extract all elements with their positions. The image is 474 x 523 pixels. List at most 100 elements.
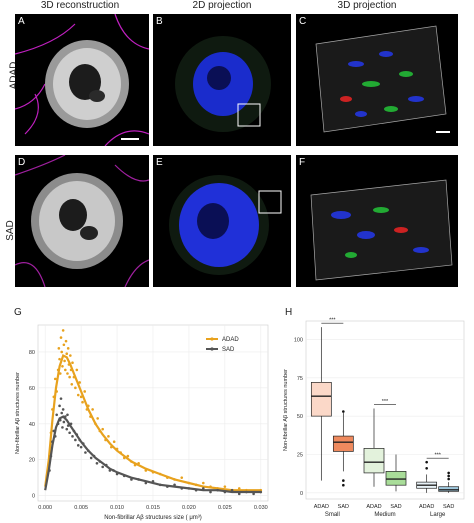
data-point-adad [66,372,69,375]
panel-c-image [315,25,450,133]
data-point-adad [65,352,69,356]
y-tick-label: 50 [297,414,303,420]
data-point-sad [89,456,93,460]
data-point-adad [66,347,70,350]
panel-c-3d-projection-adad: C [296,14,458,146]
y-tick-label: 25 [297,453,303,459]
legend-label-adad: ADAD [222,337,239,343]
panel-label-b: B [156,16,163,27]
data-point-adad [53,377,57,381]
outlier-point [425,467,428,470]
box-label: SAD [443,504,454,510]
box-label: SAD [338,504,349,510]
box-small-adad [310,382,332,417]
panel-f-image [310,179,453,281]
row-label-sad: SAD [4,220,16,241]
y-tick-label: 60 [29,386,35,392]
panel-label-c: C [299,16,307,27]
panel-e-2d-projection-sad: E [153,155,291,287]
box-small-sad [332,435,354,452]
panel-d-3d-reconstruction-sad: D [15,155,149,287]
box-large-sad [438,486,460,492]
outlier-point [342,483,345,487]
data-point-adad [68,375,71,379]
column-title-3d-reconstruction: 3D reconstruction [40,0,120,11]
data-point-sad [84,451,87,454]
outlier-point [447,477,450,481]
box-label: ADAD [366,504,381,510]
data-point-adad [101,427,104,431]
significance-label: *** [434,453,441,459]
y-tick-label: 0 [300,491,303,497]
data-point-adad [180,476,184,479]
data-point-sad [58,404,61,408]
plot-area [305,320,465,500]
panel-f-3d-projection-sad: F [296,155,458,287]
data-point-sad [65,427,69,431]
data-point-sad [101,465,104,469]
data-point-adad [223,485,227,488]
data-point-adad [60,350,64,354]
panel-label-e: E [156,157,163,168]
data-point-adad [83,390,87,393]
y-tick-label: 80 [29,350,35,356]
legend-label-sad: SAD [222,347,235,353]
data-point-sad [60,411,64,415]
panel-e-image [169,175,282,275]
data-point-sad [62,420,66,424]
box-medium-adad [363,448,385,474]
group-label-small: Small [325,512,340,518]
panel-label-a: A [18,16,25,27]
data-point-adad [59,336,63,339]
data-point-adad [62,343,66,347]
data-point-adad [69,354,72,357]
data-point-adad [61,365,64,368]
panel-label-f: F [299,157,306,168]
panel-label-d: D [18,157,26,168]
data-point-sad [252,492,255,496]
data-point-adad [91,408,94,411]
group-label-large: Large [430,512,446,518]
line-scatter-chart: 0.000 0.005 0.010 0.015 0.020 0.025 0.030 0 20 40… [15,324,269,521]
legend-marker-sad [210,347,214,351]
data-point-sad [79,445,83,449]
panel-b-image [175,36,271,132]
data-point-adad [57,347,61,350]
y-axis-label: Non-fibrillar Aβ structures number [15,372,21,454]
data-point-sad [61,408,65,411]
outlier-point [425,460,428,464]
column-title-2d-projection: 2D projection [192,0,252,11]
data-point-adad [96,417,99,420]
data-point-adad [61,329,65,332]
y-axis-label: Non-fibrillar Aβ structures number [283,369,289,451]
box-label: SAD [390,504,401,510]
data-point-sad [71,435,74,438]
data-point-sad [59,397,63,400]
box-label: ADAD [419,504,434,510]
x-tick-label: 0.015 [146,505,160,511]
data-point-adad [126,454,130,458]
fit-line-sad [44,415,261,494]
panel-d-image [15,155,149,287]
y-tick-label: 0 [32,494,35,500]
x-tick-label: 0.000 [38,505,52,511]
chart-label-h: H [285,307,293,318]
y-tick-label: 40 [29,422,35,428]
legend-marker-adad [210,337,214,341]
column-title-3d-projection: 3D projection [337,0,397,11]
box-plot-chart: 0 25 50 75 100 Non-fibrillar Aβ structures nu… [283,318,465,518]
data-point-adad [75,368,79,372]
data-point-adad [64,368,67,372]
x-tick-label: 0.005 [74,505,88,511]
y-tick-label: 20 [29,458,35,464]
data-point-adad [79,395,83,399]
significance-label: *** [382,399,389,405]
data-point-sad [55,413,58,417]
x-axis-label: Non-fibrillar Aβ structures size ( μm³) [104,515,202,521]
x-tick-label: 0.030 [254,505,268,511]
group-label-medium: Medium [374,512,395,518]
data-point-sad [68,431,71,435]
data-point-sad [61,426,64,429]
data-point-adad [202,481,205,485]
data-point-adad [63,359,66,363]
